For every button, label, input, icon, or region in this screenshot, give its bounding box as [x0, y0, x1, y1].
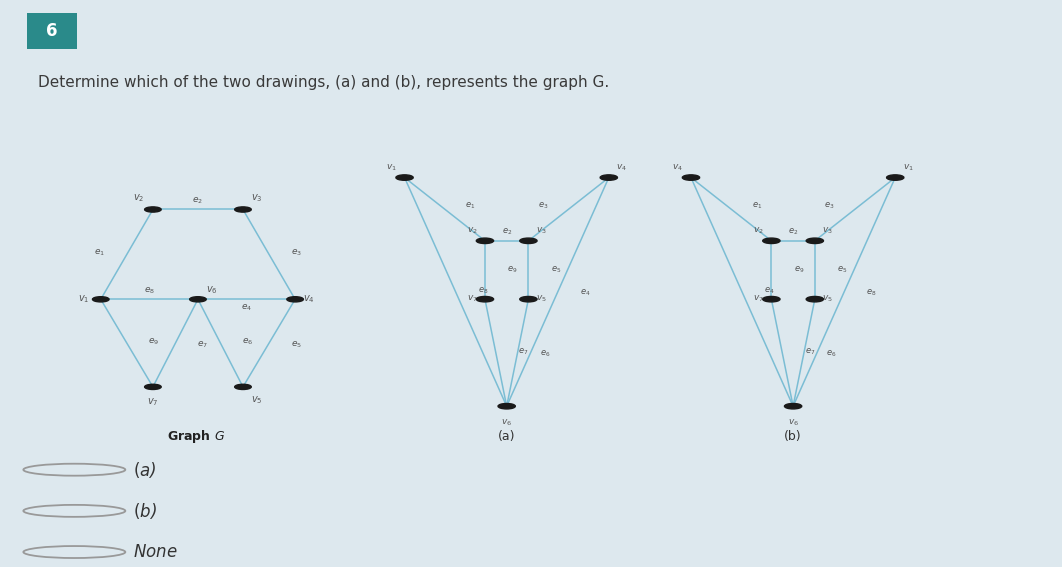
Text: $e_{1}$: $e_{1}$ — [465, 201, 476, 211]
Text: $e_{3}$: $e_{3}$ — [537, 201, 548, 211]
FancyBboxPatch shape — [27, 13, 78, 49]
Text: $v_{2}$: $v_{2}$ — [753, 226, 764, 236]
Circle shape — [144, 384, 161, 390]
Text: $e_{5}$: $e_{5}$ — [291, 340, 302, 350]
Circle shape — [144, 207, 161, 212]
Text: $e_{3}$: $e_{3}$ — [291, 248, 302, 258]
Text: $e_{6}$: $e_{6}$ — [539, 348, 550, 358]
Text: $v_{6}$: $v_{6}$ — [501, 418, 512, 429]
Text: $v_{2}$: $v_{2}$ — [466, 226, 477, 236]
Text: $e_{5}$: $e_{5}$ — [837, 265, 847, 275]
Text: $v_{5}$: $v_{5}$ — [252, 395, 263, 406]
Circle shape — [235, 207, 252, 212]
Text: $e_{7}$: $e_{7}$ — [198, 339, 208, 350]
Text: $e_{7}$: $e_{7}$ — [518, 347, 529, 357]
Text: $v_{1}$: $v_{1}$ — [387, 163, 397, 173]
Circle shape — [92, 297, 109, 302]
Text: $e_{6}$: $e_{6}$ — [826, 348, 837, 358]
Text: $v_{6}$: $v_{6}$ — [206, 285, 218, 296]
Circle shape — [519, 238, 537, 244]
Text: $e_{7}$: $e_{7}$ — [805, 347, 815, 357]
Circle shape — [763, 297, 780, 302]
Text: $v_{4}$: $v_{4}$ — [672, 163, 684, 173]
Text: $(b$): $(b$) — [133, 501, 156, 521]
Text: $e_{4}$: $e_{4}$ — [241, 303, 252, 314]
Text: $e_{1}$: $e_{1}$ — [752, 201, 761, 211]
Circle shape — [477, 238, 494, 244]
Circle shape — [519, 297, 537, 302]
Circle shape — [190, 297, 206, 302]
Text: $\mathit{None}$: $\mathit{None}$ — [133, 543, 177, 561]
Text: Graph $G$: Graph $G$ — [167, 428, 225, 445]
Circle shape — [477, 297, 494, 302]
Text: Determine which of the two drawings, (a) and (b), represents the graph G.: Determine which of the two drawings, (a)… — [38, 75, 610, 90]
Text: $e_{4}$: $e_{4}$ — [580, 288, 590, 298]
Circle shape — [396, 175, 413, 180]
Circle shape — [806, 297, 823, 302]
Text: $(a$): $(a$) — [133, 460, 156, 480]
Circle shape — [763, 238, 780, 244]
Text: $v_{7}$: $v_{7}$ — [753, 294, 764, 304]
Text: $v_{1}$: $v_{1}$ — [903, 163, 913, 173]
Text: $e_{3}$: $e_{3}$ — [824, 201, 835, 211]
Text: (a): (a) — [498, 430, 515, 442]
Circle shape — [683, 175, 700, 180]
Text: $e_{5}$: $e_{5}$ — [551, 265, 561, 275]
Text: (b): (b) — [785, 430, 802, 442]
Text: $e_{2}$: $e_{2}$ — [788, 227, 799, 238]
Circle shape — [887, 175, 904, 180]
Text: $e_{9}$: $e_{9}$ — [149, 336, 159, 347]
Text: 6: 6 — [47, 22, 57, 40]
Text: $v_{2}$: $v_{2}$ — [133, 192, 144, 204]
Text: $v_{3}$: $v_{3}$ — [536, 226, 547, 236]
Text: $v_{7}$: $v_{7}$ — [466, 294, 477, 304]
Text: $e_{8}$: $e_{8}$ — [143, 285, 155, 296]
Text: $v_{3}$: $v_{3}$ — [822, 226, 834, 236]
Text: $e_{4}$: $e_{4}$ — [765, 285, 774, 296]
Circle shape — [806, 238, 823, 244]
Text: $v_{3}$: $v_{3}$ — [252, 192, 263, 204]
Text: $v_{5}$: $v_{5}$ — [822, 294, 834, 304]
Text: $v_{4}$: $v_{4}$ — [616, 163, 628, 173]
Text: $e_{1}$: $e_{1}$ — [95, 248, 105, 258]
Text: $v_{4}$: $v_{4}$ — [304, 293, 315, 305]
Text: $v_{1}$: $v_{1}$ — [79, 293, 90, 305]
Text: $e_{2}$: $e_{2}$ — [192, 196, 204, 206]
Text: $e_{8}$: $e_{8}$ — [867, 288, 877, 298]
Circle shape — [498, 404, 515, 409]
Text: $e_{8}$: $e_{8}$ — [478, 285, 489, 296]
Circle shape — [287, 297, 304, 302]
Circle shape — [600, 175, 617, 180]
Circle shape — [235, 384, 252, 390]
Text: $e_{2}$: $e_{2}$ — [501, 227, 512, 238]
Text: $e_{9}$: $e_{9}$ — [793, 265, 804, 275]
Circle shape — [785, 404, 802, 409]
Text: $e_{6}$: $e_{6}$ — [242, 336, 254, 347]
Text: $v_{7}$: $v_{7}$ — [148, 397, 158, 408]
Text: $e_{9}$: $e_{9}$ — [508, 265, 518, 275]
Text: $v_{5}$: $v_{5}$ — [536, 294, 547, 304]
Text: $v_{6}$: $v_{6}$ — [788, 418, 799, 429]
